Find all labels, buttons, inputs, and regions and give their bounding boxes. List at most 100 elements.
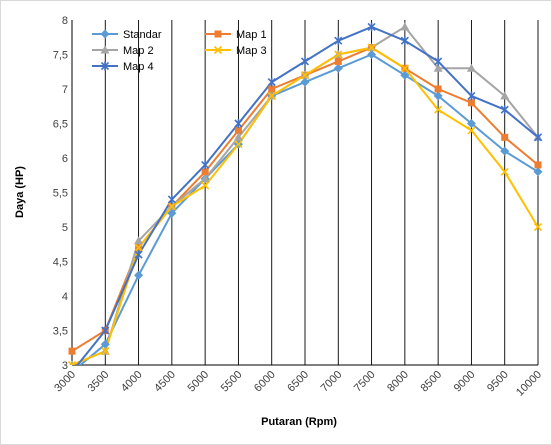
y-tick-label: 5 [62,222,68,234]
y-tick-label: 8 [62,15,68,27]
data-point-map-2-4000 [134,236,144,245]
data-point-map-4-9500 [500,105,509,115]
data-point-map-1-5000 [201,168,209,176]
legend-item-standar: Standar [92,29,162,41]
data-point-map-4-6500 [300,56,310,66]
legend-item-map-2: Map 2 [92,45,154,57]
data-point-map-3-7000 [334,50,343,59]
legend-swatch-marker [100,61,110,71]
data-point-map-3-6000 [267,91,276,100]
legend: Standar Map 1 Map 2 Map 3 Map 4 [92,29,267,73]
y-tick-labels: 3 3,5 4 4,5 5 5,5 6 6,5 7 7,5 8 [53,15,68,372]
data-point-map-4-9000 [467,91,476,101]
data-point-map-4-8500 [434,56,443,66]
data-point-map-2-8000 [400,22,410,31]
x-tick-label: 5500 [219,369,245,395]
x-tick-labels: 3000 3500 4000 4500 5000 5500 6000 6500 7000 7500… [52,369,544,399]
data-point-map-4-10000 [533,132,543,142]
data-point-map-3-9500 [500,167,509,176]
data-point-map-3-6500 [300,71,310,80]
data-point-map-4-6000 [267,77,276,87]
data-point-map-1-9500 [501,133,509,141]
y-tick-label: 6,5 [53,119,68,131]
legend-label: Map 1 [236,29,267,41]
x-tick-label: 7000 [319,369,345,395]
data-point-standar-9000 [466,119,476,128]
data-point-standar-10000 [533,167,543,177]
data-point-standar-4000 [134,270,144,280]
x-tick-label: 3500 [86,369,112,395]
series-markers [67,22,543,365]
x-tick-label: 6000 [252,369,278,395]
data-point-map-4-5500 [234,119,243,128]
data-point-map-3-9000 [467,126,476,135]
x-tick-label: 6500 [285,369,311,395]
data-point-standar-9500 [500,146,510,156]
data-point-map-3-4500 [167,202,176,211]
x-tick-label: 7500 [352,369,378,395]
data-point-map-2-9000 [466,63,476,72]
data-point-map-1-7000 [334,57,342,65]
data-point-map-3-5500 [234,140,243,149]
legend-label: Map 4 [123,61,154,73]
data-point-map-4-7500 [367,22,376,32]
data-point-map-4-3500 [101,326,110,335]
data-point-map-3-10000 [533,222,543,232]
legend-item-map-4: Map 4 [92,61,154,73]
y-tick-label: 6 [62,153,68,165]
data-point-standar-3500 [100,339,110,349]
y-tick-label: 3 [62,360,68,372]
data-point-standar-7500 [367,50,377,59]
legend-swatch-marker [100,45,110,54]
data-point-map-1-10000 [534,161,542,169]
y-axis-title: Daya (HP) [14,166,26,218]
data-point-standar-4500 [167,208,177,218]
y-tick-label: 7 [62,84,68,96]
data-point-standar-6500 [300,77,310,87]
legend-item-map-3: Map 3 [205,45,267,57]
data-point-map-1-3000 [68,347,76,355]
legend-swatch-marker [213,45,223,55]
data-point-map-2-9500 [500,91,510,100]
y-tick-label: 7,5 [53,50,68,62]
x-tick-label: 10000 [514,369,544,399]
data-point-map-4-7000 [334,36,343,46]
data-point-map-4-8000 [400,36,409,46]
data-point-standar-8000 [400,70,410,80]
data-point-map-3-8500 [434,105,443,114]
data-point-map-4-4000 [134,250,143,260]
legend-swatch-marker [100,29,110,39]
data-point-standar-8500 [433,91,443,101]
legend-swatch-marker [214,30,222,38]
y-tick-label: 4 [62,291,68,303]
x-tick-label: 8000 [385,369,411,395]
x-axis-title: Putaran (Rpm) [261,416,337,428]
x-tick-label: 4500 [152,369,178,395]
data-point-map-3-5000 [201,181,210,190]
data-point-map-3-7500 [367,43,376,52]
data-point-map-1-8500 [434,85,442,93]
data-point-map-2-5000 [200,174,210,183]
axes [71,20,538,366]
y-tick-label: 5,5 [53,188,68,200]
data-point-map-4-4500 [167,194,176,204]
data-point-map-3-3500 [101,347,110,356]
data-point-map-1-5500 [234,126,242,134]
data-point-map-4-5000 [201,160,210,170]
y-tick-label: 3,5 [53,326,68,338]
data-point-standar-7000 [333,63,343,73]
legend-label: Map 3 [236,45,267,57]
legend-item-map-1: Map 1 [205,29,267,41]
x-tick-label: 5000 [185,369,211,395]
x-tick-label: 9000 [452,369,478,395]
legend-label: Map 2 [123,45,154,57]
x-tick-label: 9500 [485,369,511,395]
x-tick-label: 8500 [418,369,444,395]
data-point-map-1-6000 [268,85,276,93]
y-tick-label: 4,5 [53,257,68,269]
x-tick-label: 4000 [119,369,145,395]
data-point-map-3-3000 [67,360,77,365]
x-tick-label: 3000 [52,369,78,395]
